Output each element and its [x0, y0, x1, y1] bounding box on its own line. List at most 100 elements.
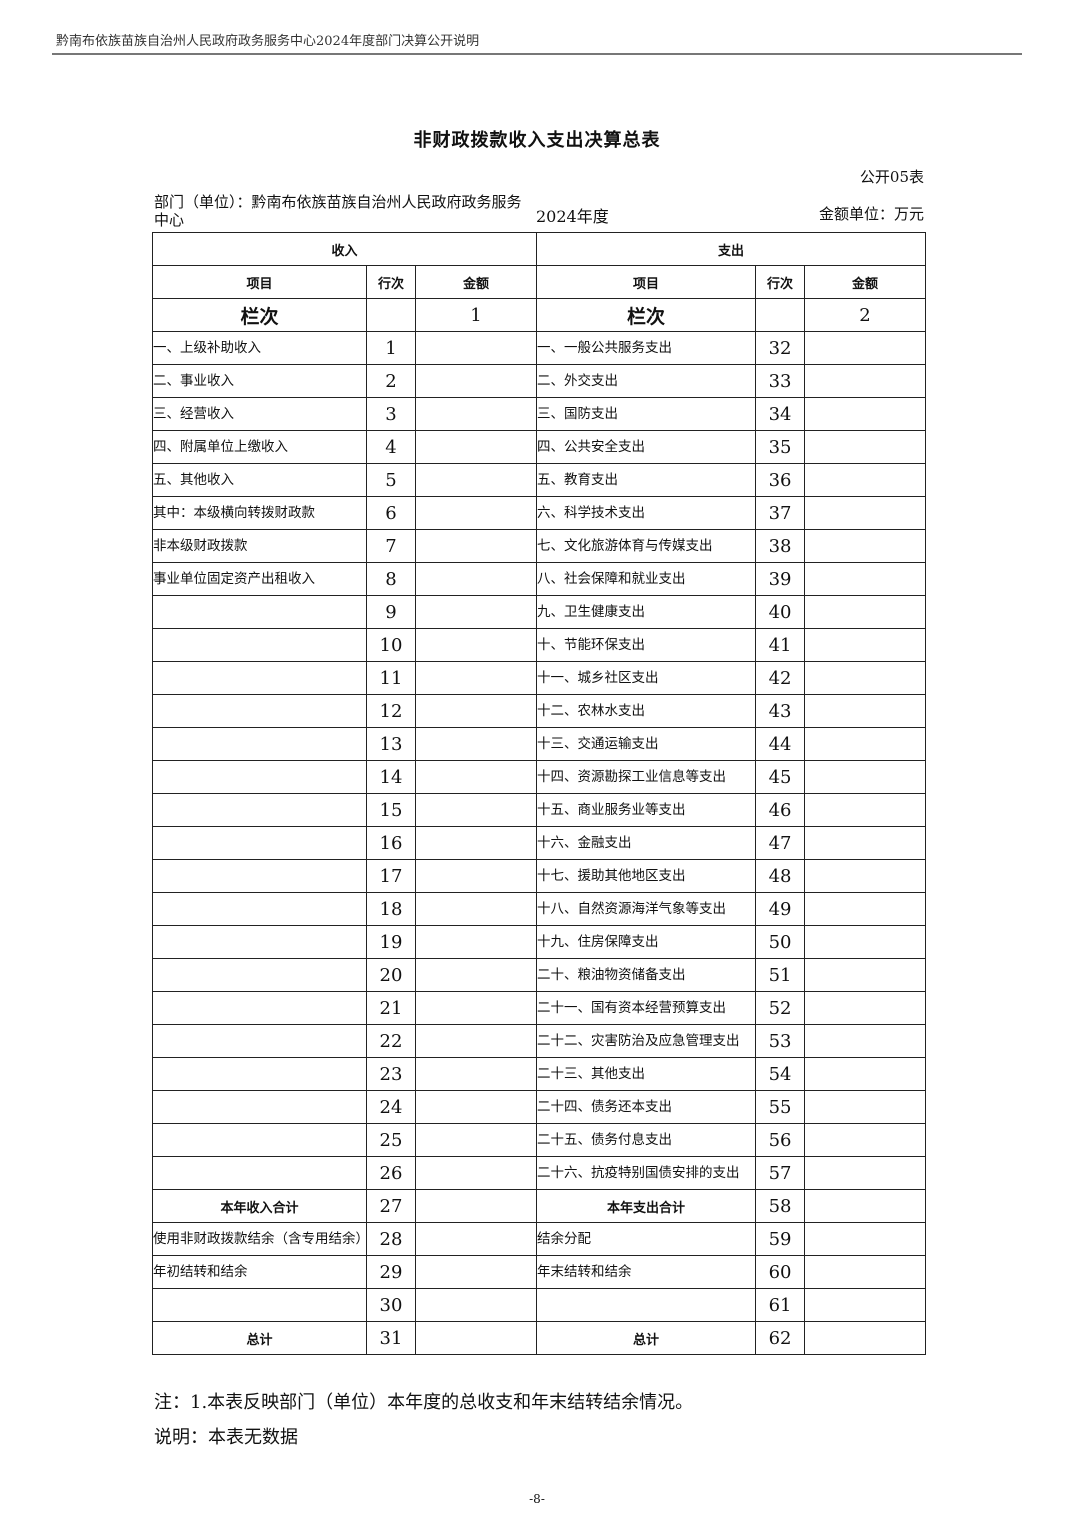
income-item	[152, 1090, 367, 1124]
expense-row-no: 48	[755, 859, 806, 893]
income-amount	[414, 760, 538, 794]
expense-row-no: 34	[755, 397, 806, 431]
income-row-no: 6	[366, 496, 416, 530]
expense-row-no: 37	[755, 496, 806, 530]
income-row-no: 30	[366, 1288, 416, 1322]
table-row: 25 二十五、债务付息支出 56	[152, 1123, 927, 1157]
income-row-no: 31	[366, 1321, 416, 1355]
expense-row-no: 45	[755, 760, 806, 794]
income-amount	[414, 595, 538, 629]
income-amount	[414, 496, 538, 530]
income-item	[152, 826, 367, 860]
income-row-no: 9	[366, 595, 416, 629]
table-row: 二、事业收入 2 二、外交支出 33	[152, 364, 927, 398]
expense-item: 二十六、抗疫特别国债安排的支出	[536, 1156, 757, 1190]
col-no-label: 栏次	[536, 298, 757, 332]
table-row: 26 二十六、抗疫特别国债安排的支出 57	[152, 1156, 927, 1190]
income-row-no: 12	[366, 694, 416, 728]
income-amount	[414, 925, 538, 959]
expense-amount	[804, 991, 927, 1025]
income-item	[152, 727, 367, 761]
income-amount	[414, 1189, 538, 1223]
income-amount	[414, 1321, 538, 1355]
expense-row-no: 41	[755, 628, 806, 662]
expense-amount	[804, 1024, 927, 1058]
income-item	[152, 1057, 367, 1091]
expense-row-no: 38	[755, 529, 806, 563]
income-item	[152, 958, 367, 992]
income-row-no: 28	[366, 1222, 416, 1256]
col-row: 行次	[755, 265, 806, 299]
income-row-no: 18	[366, 892, 416, 926]
table-row: 9 九、卫生健康支出 40	[152, 595, 927, 629]
table-row: 10 十、节能环保支出 41	[152, 628, 927, 662]
income-amount	[414, 1024, 538, 1058]
table-row: 17 十七、援助其他地区支出 48	[152, 859, 927, 893]
table-row: 30 61	[152, 1288, 927, 1322]
income-amount	[414, 727, 538, 761]
expense-item: 十九、住房保障支出	[536, 925, 757, 959]
expense-header: 支出	[536, 232, 927, 266]
expense-row-no: 53	[755, 1024, 806, 1058]
expense-amount	[804, 793, 927, 827]
table-row: 24 二十四、债务还本支出 55	[152, 1090, 927, 1124]
income-row-no: 25	[366, 1123, 416, 1157]
income-amount	[414, 1288, 538, 1322]
income-amount	[414, 628, 538, 662]
department-label: 部门（单位）：黔南布依族苗族自治州人民政府政务服务中心	[154, 193, 522, 229]
income-row-no: 15	[366, 793, 416, 827]
income-header: 收入	[151, 232, 538, 266]
income-amount	[414, 1222, 538, 1256]
table-row: 使用非财政拨款结余（含专用结余） 28 结余分配 59	[152, 1222, 927, 1256]
income-item: 其中：本级横向转拨财政款	[152, 496, 367, 530]
col-amount: 金额	[804, 265, 927, 299]
col-no-label: 栏次	[152, 298, 367, 332]
expense-item: 一、一般公共服务支出	[536, 331, 757, 365]
table-row: 四、附属单位上缴收入 4 四、公共安全支出 35	[152, 430, 927, 464]
income-row-no: 23	[366, 1057, 416, 1091]
running-header: 黔南布依族苗族自治州人民政府政务服务中心2024年度部门决算公开说明	[56, 34, 480, 49]
income-item	[152, 595, 367, 629]
income-row-no: 21	[366, 991, 416, 1025]
income-item	[152, 1288, 367, 1322]
table-row: 23 二十三、其他支出 54	[152, 1057, 927, 1091]
expense-item	[536, 1288, 757, 1322]
expense-row-no: 52	[755, 991, 806, 1025]
income-row-no: 20	[366, 958, 416, 992]
expense-item: 十二、农林水支出	[536, 694, 757, 728]
income-amount	[414, 463, 538, 497]
expense-item: 十六、金融支出	[536, 826, 757, 860]
expense-item: 十三、交通运输支出	[536, 727, 757, 761]
income-item	[152, 1024, 367, 1058]
income-amount	[414, 529, 538, 563]
expense-item: 二十一、国有资本经营预算支出	[536, 991, 757, 1025]
table-row: 13 十三、交通运输支出 44	[152, 727, 927, 761]
expense-amount	[804, 397, 927, 431]
expense-row-no: 60	[755, 1255, 806, 1289]
income-amount	[414, 826, 538, 860]
table-row: 事业单位固定资产出租收入 8 八、社会保障和就业支出 39	[152, 562, 927, 596]
expense-item: 本年支出合计	[536, 1189, 757, 1223]
income-row-no: 3	[366, 397, 416, 431]
expense-row-no: 32	[755, 331, 806, 365]
income-item: 年初结转和结余	[152, 1255, 367, 1289]
expense-amount	[804, 892, 927, 926]
expense-row-no: 62	[755, 1321, 806, 1355]
income-item: 非本级财政拨款	[152, 529, 367, 563]
expense-item: 二十三、其他支出	[536, 1057, 757, 1091]
col-amount: 金额	[414, 265, 538, 299]
expense-amount	[804, 958, 927, 992]
income-amount	[414, 694, 538, 728]
income-item: 三、经营收入	[152, 397, 367, 431]
expense-row-no: 35	[755, 430, 806, 464]
expense-item: 十八、自然资源海洋气象等支出	[536, 892, 757, 926]
expense-row-no: 47	[755, 826, 806, 860]
expense-item: 八、社会保障和就业支出	[536, 562, 757, 596]
income-item	[152, 991, 367, 1025]
summary-table: 收入 支出 项目 行次 金额 项目 行次 金额 栏次 1 栏次 2 一、上级补助…	[151, 232, 927, 1355]
expense-item: 四、公共安全支出	[536, 430, 757, 464]
column-number-row: 栏次 1 栏次 2	[152, 298, 927, 332]
expense-row-no: 54	[755, 1057, 806, 1091]
income-item: 总计	[152, 1321, 367, 1355]
income-row-no: 10	[366, 628, 416, 662]
